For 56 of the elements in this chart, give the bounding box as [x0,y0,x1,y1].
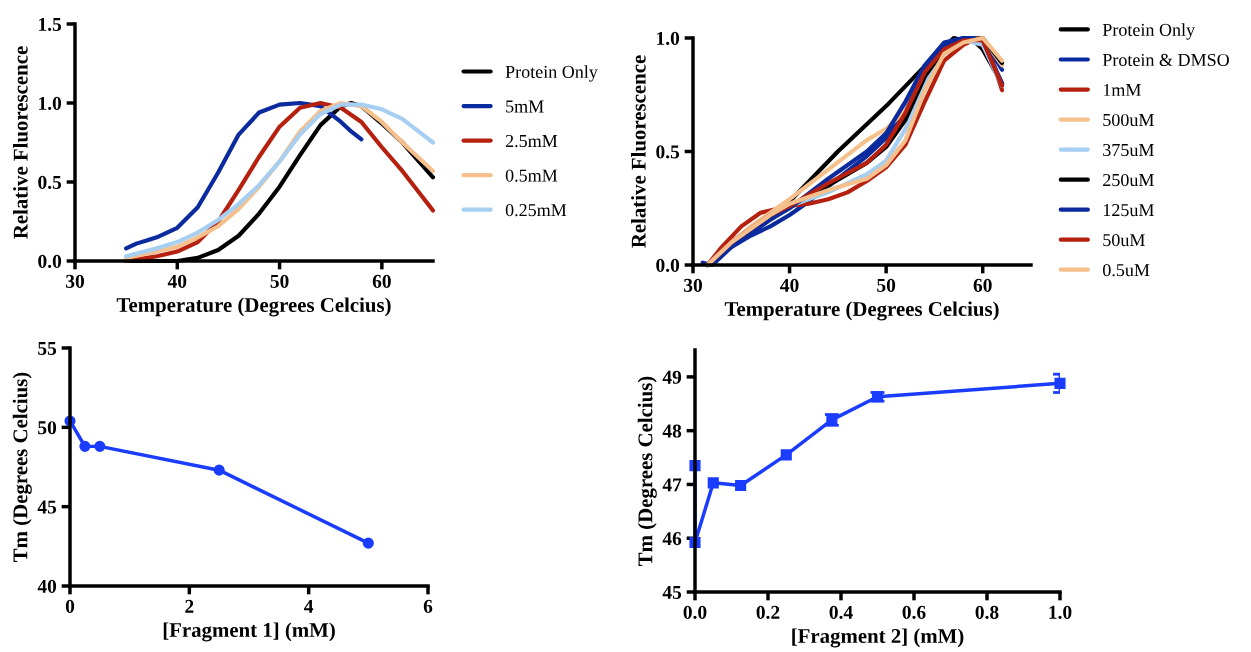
y-tick-label: 45 [662,585,682,599]
legend-label: 2.5mM [505,134,558,148]
y-tick-label: 55 [38,342,57,355]
y-axis-title: Relative Fluorescence [13,46,28,239]
legend-label: 250uM [1103,173,1154,187]
x-tick-label: 0.2 [756,605,780,619]
x-tick-label: 60 [973,278,992,292]
x-axis-title: [Fragment 1] (mM) [163,622,335,642]
legend-label: 500uM [1103,113,1154,127]
x-axis-title: Temperature (Degrees Celcius) [116,297,391,317]
legend-label: 0.25mM [505,203,567,217]
legend-label: 0.5uM [1102,264,1150,277]
y-tick-label: 48 [662,424,682,438]
x-tick-label: 60 [372,274,391,288]
y-tick-label: 49 [662,370,682,384]
x-tick-label: 30 [66,274,84,288]
y-axis-title: Tm (Degrees Celcius) [12,372,32,562]
y-tick-label: 45 [37,500,57,514]
x-tick-label: 50 [877,278,896,292]
x-tick-label: 30 [684,278,702,292]
y-tick-label: 0.5 [656,145,680,159]
y-tick-label: 46 [662,532,682,546]
y-tick-label: 1.0 [39,96,62,111]
x-axis-title: Temperature (Degrees Celcius) [724,301,999,321]
legend-label: Protein & DMSO [1102,53,1229,67]
y-tick-label: 1.5 [39,17,62,32]
x-tick-label: 50 [270,274,289,288]
y-tick-label: 40 [37,579,57,593]
y-tick-label: 47 [662,478,682,492]
x-tick-label: 0 [65,599,75,613]
y-tick-label: 50 [38,421,57,435]
x-tick-label: 6 [423,599,433,613]
x-axis-title: [Fragment 2] (mM) [792,628,964,648]
legend-label: 125uM [1103,204,1154,217]
legend-label: 5mM [506,100,544,113]
legend-label: 375uM [1103,143,1154,157]
x-tick-label: 0.0 [683,605,707,619]
y-axis-title: Relative Fluorescence [631,55,646,248]
legend-label: Protein Only [505,65,598,82]
x-tick-label: 0.8 [975,605,999,619]
x-tick-label: 1.0 [1049,605,1072,619]
y-tick-label: 0.5 [38,175,62,190]
x-tick-label: 0.4 [829,605,853,619]
legend-label: 1mM [1103,83,1141,96]
x-tick-label: 40 [167,274,187,288]
y-tick-label: 0.0 [656,258,680,273]
y-axis-title: Tm (Degrees Celcius) [637,376,657,566]
legend-label: Protein Only [1102,23,1196,40]
legend-label: 0.5mM [505,169,558,182]
y-tick-label: 1.0 [657,31,680,46]
legend-label: 50uM [1103,233,1145,247]
x-tick-label: 2 [185,599,194,613]
x-tick-label: 40 [780,278,799,292]
x-tick-label: 4 [304,599,314,613]
y-tick-label: 0.0 [38,254,62,269]
x-tick-label: 0.6 [902,605,926,619]
